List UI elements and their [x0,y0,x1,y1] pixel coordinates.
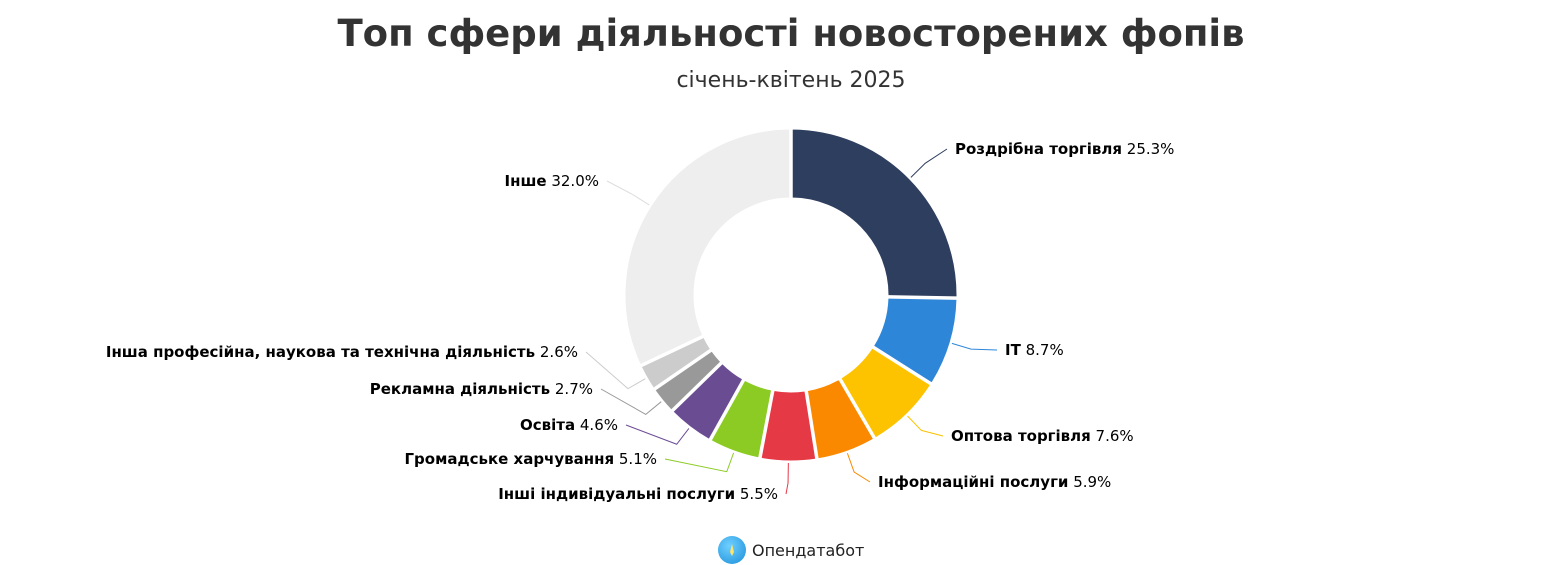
label-connectors [585,148,998,495]
slice-label-3: Оптова торгівля 7.6% [951,427,1134,445]
slice-label-name: Рекламна діяльність [370,380,550,398]
brand-name: Опендатабот [752,540,865,560]
connector-2 [951,342,998,351]
connector-8 [600,388,662,415]
chart-subtitle: січень-квітень 2025 [676,68,906,93]
slice-label-value: 8.7% [1021,341,1064,359]
slice-8[interactable] [654,350,722,411]
slice-10[interactable] [624,128,791,366]
connector-4 [846,453,871,483]
connector-10 [606,180,650,206]
donut-chart: Роздрібна торгівля 25.3% IT 8.7% Оптова то… [106,128,1175,503]
slice-label-value: 7.6% [1091,427,1134,445]
connector-6 [664,452,735,473]
slice-label-name: Оптова торгівля [951,427,1091,445]
slice-label-9: Інша професійна, наукова та технічна дія… [106,343,578,361]
slice-4[interactable] [806,378,875,460]
slice-label-name: Громадське харчування [404,450,614,468]
slice-label-value: 5.1% [614,450,657,468]
brand-logo-icon [718,536,746,564]
slice-label-name: Інше [505,172,547,190]
slice-label-value: 5.9% [1068,473,1111,491]
connector-5 [785,462,789,495]
slice-label-2: IT 8.7% [1005,341,1064,359]
slice-label-6: Громадське харчування 5.1% [404,450,657,468]
slice-label-10: Інше 32.0% [505,172,599,190]
slice-6[interactable] [710,379,773,459]
slice-label-value: 2.7% [550,380,593,398]
connector-3 [907,415,944,437]
slice-label-name: Інші індивідуальні послуги [498,485,735,503]
slice-label-value: 25.3% [1122,140,1174,158]
slice-label-value: 2.6% [535,343,578,361]
slice-label-5: Інші індивідуальні послуги 5.5% [498,485,778,503]
slice-7[interactable] [672,363,744,440]
slice-1[interactable] [791,128,958,298]
slice-2[interactable] [873,297,958,384]
slice-3[interactable] [840,347,931,439]
connector-9 [585,351,646,390]
slice-labels: Роздрібна торгівля 25.3% IT 8.7% Оптова то… [106,140,1175,503]
connector-7 [625,424,690,445]
slice-9[interactable] [640,336,711,389]
slice-label-name: Освіта [520,416,575,434]
slice-label-value: 4.6% [575,416,618,434]
chart-title: Топ сфери діяльності новосторених фопів [337,12,1245,55]
donut-slices [624,128,958,462]
slice-label-4: Інформаційні послуги 5.9% [878,473,1111,491]
brand-footer: Опендатабот [718,535,864,565]
connector-1 [910,148,948,178]
slice-label-8: Рекламна діяльність 2.7% [370,380,593,398]
slice-label-1: Роздрібна торгівля 25.3% [955,140,1174,158]
slice-label-name: Роздрібна торгівля [955,140,1122,158]
slice-label-7: Освіта 4.6% [520,416,618,434]
slice-5[interactable] [760,390,817,462]
slice-label-name: IT [1005,341,1022,359]
slice-label-name: Інформаційні послуги [878,473,1068,491]
slice-label-name: Інша професійна, наукова та технічна дія… [106,343,535,361]
slice-label-value: 32.0% [547,172,599,190]
slice-label-value: 5.5% [735,485,778,503]
